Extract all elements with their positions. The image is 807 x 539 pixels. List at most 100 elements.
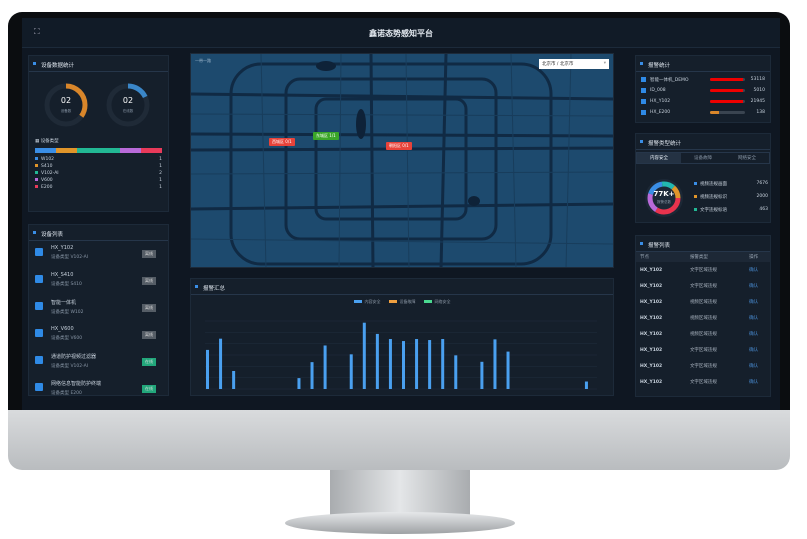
bar[interactable]: [506, 351, 510, 389]
confirm-link[interactable]: 确认: [749, 380, 759, 385]
legend-swatch: [423, 300, 432, 303]
bar[interactable]: [480, 361, 484, 389]
bar[interactable]: [375, 333, 379, 389]
confirm-link[interactable]: 确认: [749, 348, 759, 353]
stat-value: 138: [756, 110, 765, 115]
type-bar-segment: [119, 148, 141, 153]
map-marker[interactable]: 东城区 1/1: [313, 132, 339, 140]
device-icon: [35, 275, 43, 283]
table-row: HX_Y102 文字区域违规 确认: [636, 374, 770, 390]
alarm-type-tab[interactable]: 网络安全: [738, 156, 756, 161]
device-icon: [641, 110, 646, 115]
bar[interactable]: [362, 322, 366, 389]
legend-swatch: [353, 300, 362, 303]
device-list-item[interactable]: HX_V600 设备类型 V600 离线: [29, 322, 168, 349]
stat-bar: [710, 100, 745, 103]
bar[interactable]: [493, 339, 497, 389]
device-gauge: 02 在线数: [105, 82, 151, 128]
expand-icon[interactable]: ⛶: [34, 27, 40, 36]
alarm-types-panel: 报警类型统计 内容安全 设备故障 网络安全 77K+ 报警总数 视频违规画面 7676…: [635, 133, 771, 223]
bar[interactable]: [402, 341, 405, 389]
gauge-label: 设备数: [60, 109, 72, 113]
table-row: HX_Y102 文字区域违规 确认: [636, 278, 770, 294]
node-cell: HX_Y102: [640, 363, 663, 369]
bar[interactable]: [415, 339, 419, 389]
bar[interactable]: [349, 354, 353, 389]
legend-item[interactable]: 网络安全: [423, 299, 451, 305]
type-cell: 视频区域违规: [689, 300, 717, 305]
device-list-item[interactable]: HX_S410 设备类型 S410 离线: [29, 268, 168, 295]
map-panel[interactable]: 一带一路 北京市 / 北京市 ▾ 西城区 0/1 东城区 1/1 朝阳区 0/1: [190, 53, 614, 268]
status-badge: 离线: [142, 304, 156, 312]
alarm-stat-row: ID_008 5010: [636, 85, 770, 96]
legend-dot: [35, 157, 38, 160]
type-cell: 视频区域违规: [689, 316, 717, 321]
stat-bar: [710, 89, 745, 92]
gauge-ring: [106, 83, 150, 127]
bar[interactable]: [441, 339, 445, 389]
device-type-item: V102-AI 2: [35, 171, 162, 176]
gauge-ring: [44, 83, 88, 127]
alarm-summary-panel: 报警汇总 内容安全 设备故障 网络安全: [190, 278, 614, 396]
bar[interactable]: [206, 349, 209, 389]
type-cell: 文字区域违规: [689, 380, 717, 385]
status-badge: 离线: [142, 277, 156, 285]
device-icon: [35, 302, 43, 310]
bar[interactable]: [428, 340, 432, 389]
device-icon: [35, 356, 43, 364]
legend-dot: [35, 178, 38, 181]
legend-item[interactable]: 内容安全: [353, 299, 381, 305]
table-row: HX_Y102 视频区域违规 确认: [636, 294, 770, 310]
confirm-link[interactable]: 确认: [749, 284, 759, 289]
status-badge: 在线: [142, 358, 156, 366]
bar[interactable]: [584, 381, 588, 389]
confirm-link[interactable]: 确认: [749, 268, 759, 273]
bar[interactable]: [323, 345, 327, 389]
bar[interactable]: [232, 370, 236, 389]
type-name: S410: [41, 164, 53, 169]
bar[interactable]: [454, 355, 458, 389]
map-marker[interactable]: 西城区 0/1: [269, 138, 295, 146]
alarm-type-item: 文字违规标语 463: [694, 207, 768, 213]
device-list-item[interactable]: 通道防护视频过滤器 设备类型 V102-AI 在线: [29, 349, 168, 376]
node-cell: HX_Y102: [640, 379, 663, 385]
bar[interactable]: [297, 378, 301, 389]
panel-title: 设备列表: [29, 225, 168, 241]
device-stats-panel: 设备数据统计 02 设备数 02 在线数 ▦ 设备类型 W102 1 S410 1 V1…: [28, 55, 169, 212]
device-list-item[interactable]: 网络信息智能防护终端 设备类型 E200 在线: [29, 376, 168, 403]
bar[interactable]: [219, 338, 223, 389]
confirm-link[interactable]: 确认: [749, 316, 759, 321]
alarm-type-tab[interactable]: 内容安全: [637, 153, 681, 163]
device-list-item[interactable]: 智能一体机 设备类型 W102 离线: [29, 295, 168, 322]
confirm-link[interactable]: 确认: [749, 300, 759, 305]
alarm-stat-row: 智能一体机_DEMO 53118: [636, 74, 770, 85]
device-list-item[interactable]: HX_Y102 设备类型 V102-AI 离线: [29, 241, 168, 268]
type-name: V600: [41, 178, 53, 183]
alarm-type-tab[interactable]: 设备故障: [694, 156, 712, 161]
device-icon: [641, 88, 646, 93]
confirm-link[interactable]: 确认: [749, 364, 759, 369]
bar[interactable]: [388, 339, 392, 389]
device-type: 设备类型 V102-AI: [51, 255, 89, 260]
alarm-stats-panel: 报警统计 智能一体机_DEMO 53118 ID_008 5010 HX_Y102 219…: [635, 55, 771, 123]
alarm-type-item: 视频违规标识 2000: [694, 194, 768, 200]
table-row: HX_Y102 文字区域违规 确认: [636, 262, 770, 278]
stat-name: ID_008: [650, 88, 666, 93]
device-type: 设备类型 V102-AI: [51, 364, 89, 369]
device-type-bar: [35, 148, 163, 153]
region-select[interactable]: 北京市 / 北京市 ▾: [539, 59, 609, 69]
device-name: HX_S410: [51, 272, 74, 278]
confirm-link[interactable]: 确认: [749, 332, 759, 337]
bar[interactable]: [310, 362, 314, 389]
type-bar-segment: [35, 148, 57, 153]
map-marker[interactable]: 朝阳区 0/1: [386, 142, 412, 150]
panel-title: 报警列表: [636, 236, 770, 252]
gauge-label: 在线数: [122, 109, 134, 113]
node-cell: HX_Y102: [640, 267, 663, 273]
type-name: W102: [41, 157, 55, 162]
node-cell: HX_Y102: [640, 299, 663, 305]
node-cell: HX_Y102: [640, 283, 663, 289]
type-count: 1: [159, 185, 162, 190]
city-map[interactable]: [191, 54, 614, 268]
legend-item[interactable]: 设备故障: [388, 299, 416, 305]
